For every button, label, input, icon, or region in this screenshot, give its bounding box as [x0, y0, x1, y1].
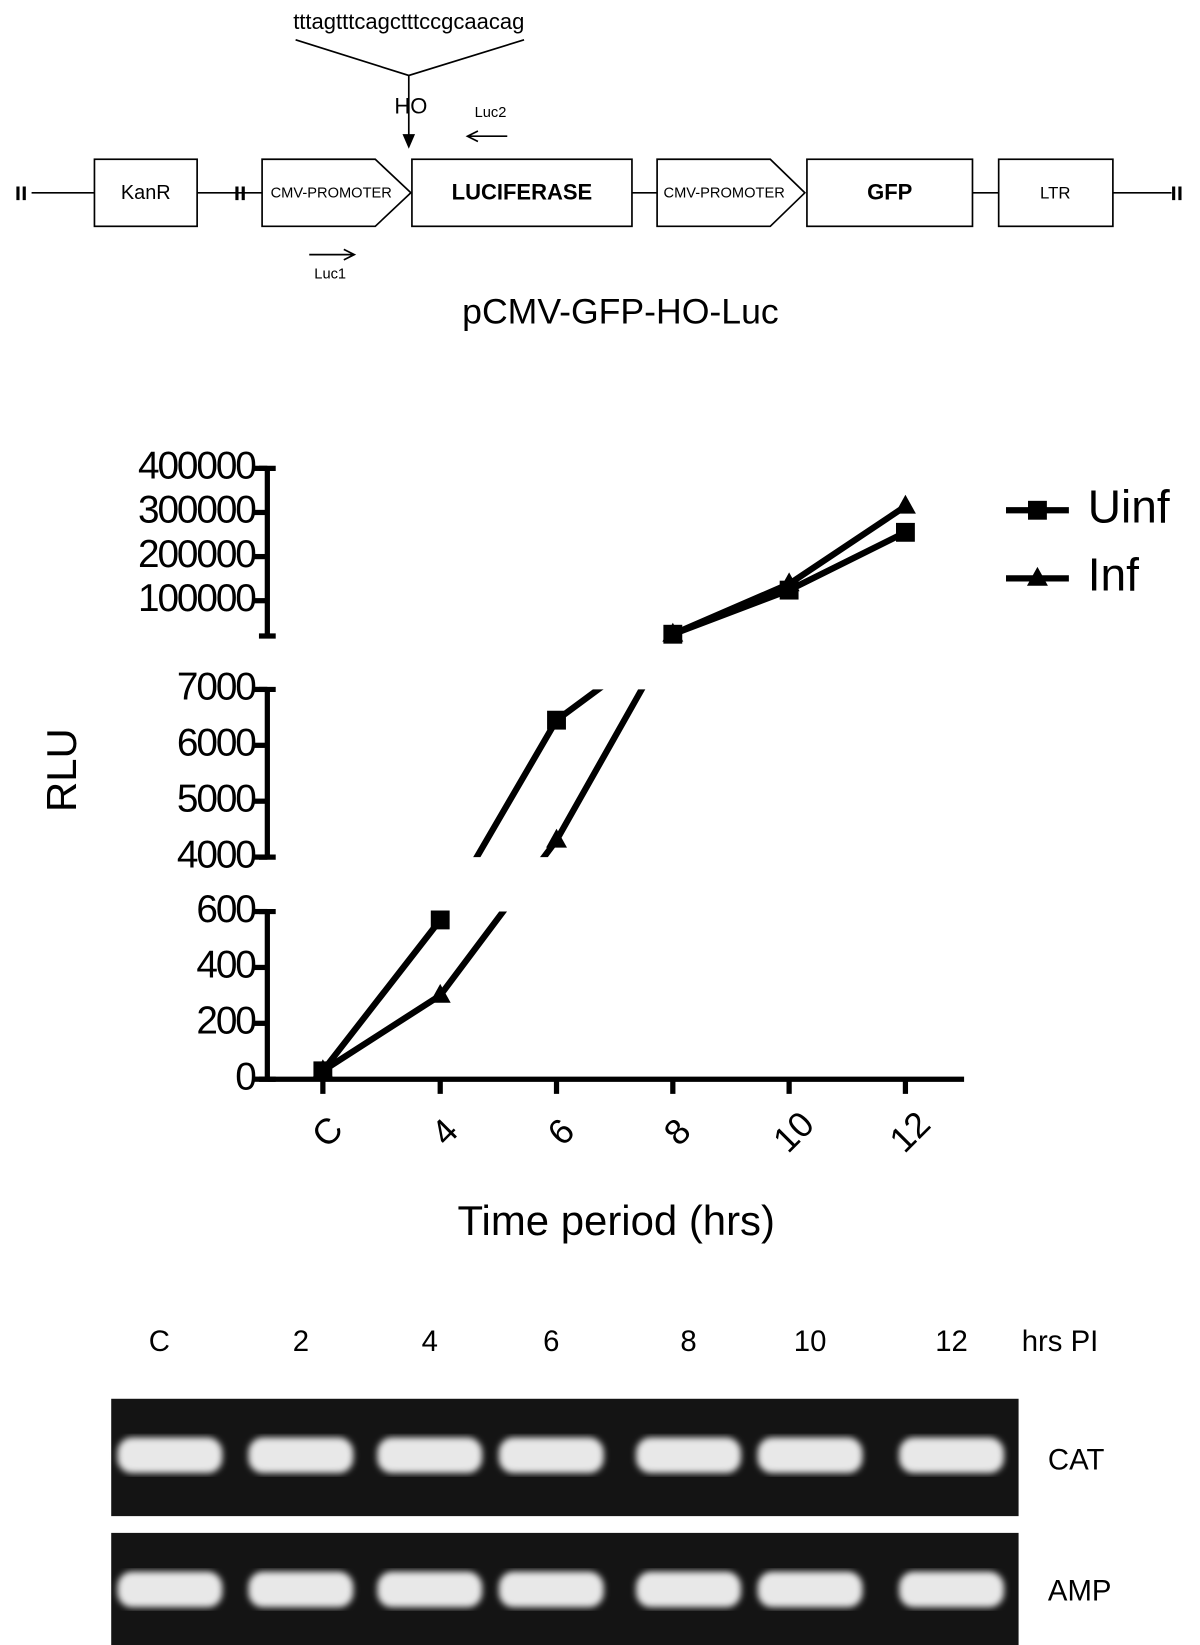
marker: [778, 572, 800, 592]
band: [248, 1437, 354, 1474]
y-tick-label: 400000: [138, 445, 256, 488]
marker: [1026, 566, 1048, 586]
lane-label: 12: [935, 1325, 968, 1358]
x-tick-label: C: [304, 1109, 350, 1155]
lane-label: 6: [543, 1325, 559, 1358]
y-tick-label: 200000: [138, 533, 256, 576]
element-label: LTR: [1040, 183, 1070, 202]
y-tick-label: 400: [196, 944, 256, 987]
kanr-box: [93, 158, 198, 228]
element-label: GFP: [867, 180, 912, 205]
y-tick-label: 7000: [177, 666, 256, 709]
primer-label: Luc2: [475, 105, 507, 121]
gfp-box: [806, 158, 974, 228]
band: [757, 1437, 863, 1474]
sequence: tttagtttcagctttccgcaacag: [293, 9, 524, 34]
y-tick-label: 6000: [177, 722, 256, 765]
x-tick-label: 4: [424, 1111, 466, 1153]
element-label: CMV-PROMOTER: [663, 186, 784, 202]
primer-arrow: [465, 130, 508, 143]
marker: [430, 910, 450, 930]
element-label: LUCIFERASE: [452, 180, 593, 205]
y-tick-label: 5000: [177, 777, 256, 820]
band: [377, 1437, 483, 1474]
legend-label: Uinf: [1088, 480, 1170, 532]
insert-lines: [295, 39, 525, 141]
y-tick-label: 200: [196, 1000, 256, 1043]
site-label: HO: [394, 94, 427, 119]
marker: [546, 828, 567, 848]
legend: Uinf Inf: [1006, 480, 1170, 601]
x-tick-label: 10: [765, 1104, 821, 1160]
lane-label: 8: [680, 1325, 696, 1358]
promoter-box: [656, 158, 807, 228]
series-line: [320, 529, 907, 1073]
band: [636, 1437, 741, 1474]
primer-label: Luc1: [314, 266, 346, 282]
marker: [1028, 500, 1047, 520]
y-axis-label: RLU: [38, 728, 85, 812]
plasmid-diagram: tttagtttcagctttccgcaacag HO Luc2 Luc1 Ka…: [16, 9, 1182, 332]
x-tick-label: 6: [540, 1111, 582, 1153]
band: [377, 1571, 483, 1608]
lane-label: 2: [293, 1325, 309, 1358]
marker: [662, 622, 684, 642]
primer-arrow: [309, 248, 357, 261]
element-label: CMV-PROMOTER: [271, 186, 392, 202]
promoter-box: [261, 158, 413, 228]
y-tick-label: 600: [196, 888, 256, 931]
band: [636, 1571, 741, 1608]
row-label: AMP: [1048, 1574, 1112, 1607]
x-tick-label: 8: [656, 1111, 698, 1153]
legend-label: Inf: [1088, 549, 1139, 601]
lane-label: 10: [794, 1325, 827, 1358]
y-tick-label: 0: [235, 1055, 256, 1098]
diagram-title: pCMV-GFP-HO-Luc: [462, 292, 779, 332]
band: [498, 1571, 604, 1608]
marker: [429, 983, 451, 1003]
unit-label: hrs PI: [1022, 1325, 1099, 1358]
gel: C 2 4 6 8 10 12 hrs PI CAT AMP: [111, 1325, 1111, 1645]
x-axis-label: Time period (hrs): [458, 1197, 775, 1244]
y-tick-label: 300000: [138, 489, 256, 532]
series-line: [321, 503, 908, 1074]
band: [899, 1571, 1004, 1608]
lane-label: 4: [422, 1325, 438, 1358]
ltr-box: [997, 158, 1114, 228]
break-marks: [16, 186, 1182, 201]
row-label: CAT: [1048, 1443, 1105, 1476]
marker: [547, 710, 566, 730]
arrowhead: [402, 134, 416, 149]
lane-label: C: [149, 1325, 170, 1358]
band: [117, 1571, 223, 1608]
chart: RLU Time period (hrs) 0 200 400 600 4000 5000…: [38, 445, 1170, 1244]
y-tick-label: 4000: [177, 833, 256, 876]
band: [757, 1571, 863, 1608]
y-tick-label: 100000: [138, 577, 256, 620]
marker: [895, 522, 915, 542]
band: [498, 1437, 604, 1474]
luciferase-box: [411, 158, 633, 228]
element-label: KanR: [121, 182, 171, 204]
x-tick-label: 12: [882, 1104, 938, 1160]
marker: [312, 1059, 334, 1079]
marker: [894, 494, 916, 514]
band: [248, 1571, 354, 1608]
band: [117, 1437, 223, 1474]
band: [899, 1437, 1004, 1474]
